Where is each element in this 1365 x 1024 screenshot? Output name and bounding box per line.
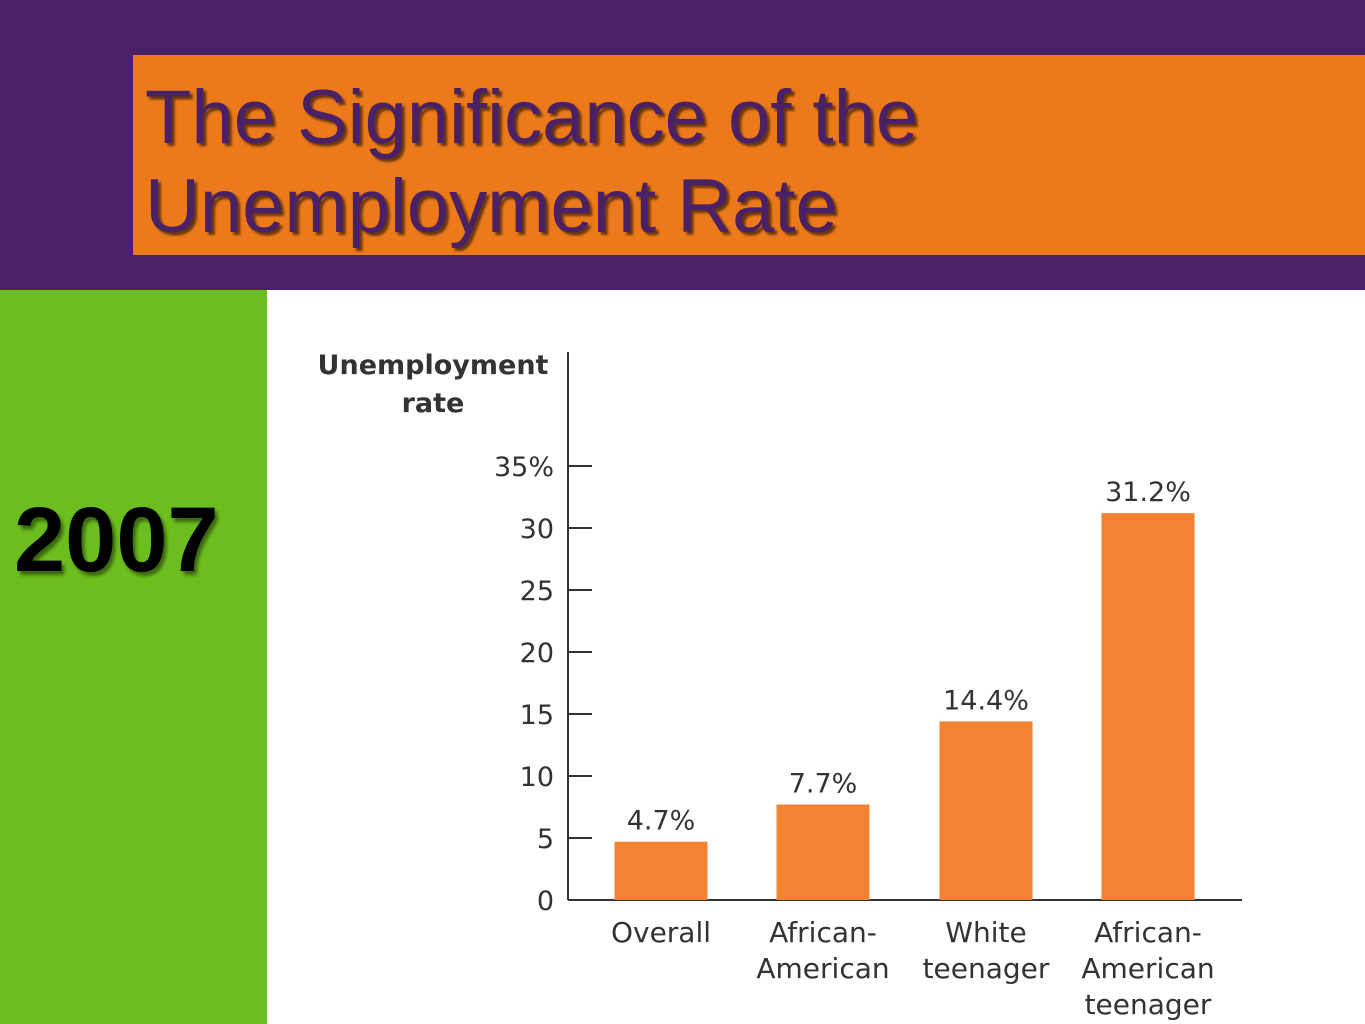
x-category-label: Overall (611, 916, 711, 949)
y-tick-label: 15 (520, 700, 554, 731)
x-category-label: African- (1094, 916, 1202, 949)
x-category-label: American (756, 952, 889, 985)
page-title-line-2: Unemployment Rate (145, 164, 838, 249)
x-category-label: teenager (1085, 988, 1212, 1021)
bar-value-label: 14.4% (943, 685, 1029, 716)
y-tick-label: 0 (537, 886, 554, 917)
bar (939, 721, 1033, 900)
x-category-label: African- (769, 916, 877, 949)
bar-chart: Unemployment rate 0 5 10 15 20 25 30 35% 4.7% Overa… (318, 350, 1242, 1021)
y-axis-title: Unemployment (318, 350, 549, 381)
y-axis-title: rate (402, 388, 465, 419)
bar (776, 804, 870, 900)
bar (614, 841, 708, 900)
page-title-line-1: The Significance of the (145, 75, 919, 160)
title-box: The Significance of the Unemployment Rat… (133, 55, 1365, 255)
bar-value-label: 31.2% (1105, 477, 1191, 508)
y-tick-label: 35% (494, 452, 554, 483)
y-tick-label: 10 (520, 762, 554, 793)
x-category-label: American (1081, 952, 1214, 985)
side-panel: 2007 (0, 290, 267, 1024)
bar-value-label: 4.7% (627, 806, 696, 837)
bar-value-label: 7.7% (789, 769, 858, 800)
year-label: 2007 (14, 489, 219, 591)
y-tick-label: 30 (520, 514, 554, 545)
bar (1101, 513, 1195, 900)
y-tick-label: 20 (520, 638, 554, 669)
y-tick-label: 5 (537, 824, 554, 855)
x-category-label: White (945, 916, 1026, 949)
x-category-label: teenager (923, 952, 1050, 985)
header-band: The Significance of the Unemployment Rat… (0, 0, 1365, 290)
y-tick-label: 25 (520, 576, 554, 607)
